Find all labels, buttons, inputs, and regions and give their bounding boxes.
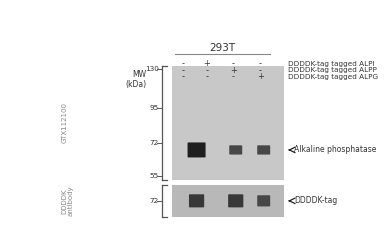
Text: -: - [259,66,262,75]
Text: 72: 72 [149,198,159,204]
Text: MW
(kDa): MW (kDa) [126,70,147,89]
Bar [172,66,284,180]
FancyBboxPatch shape [257,145,270,154]
FancyBboxPatch shape [229,145,242,154]
Text: 72: 72 [149,140,159,146]
Text: DDDDK-tag: DDDDK-tag [294,196,338,205]
Text: -: - [205,72,208,81]
Bar [172,185,284,217]
Text: DDDDK-tag tagged ALPG: DDDDK-tag tagged ALPG [288,74,378,80]
Text: 95: 95 [149,106,159,112]
FancyBboxPatch shape [187,142,206,158]
Text: 293T: 293T [209,43,235,53]
Text: 55: 55 [149,173,159,179]
Text: -: - [182,59,185,68]
Text: DDDDK-tag tagged ALPI: DDDDK-tag tagged ALPI [288,61,375,67]
Text: -: - [182,66,185,75]
Text: -: - [259,59,262,68]
Text: GTX112100: GTX112100 [62,102,67,144]
Text: Alkaline phosphatase: Alkaline phosphatase [294,146,377,154]
FancyBboxPatch shape [257,195,270,206]
Text: +: + [257,72,264,81]
FancyBboxPatch shape [189,194,204,207]
Text: -: - [205,66,208,75]
Text: 130: 130 [145,66,159,72]
Text: -: - [232,59,235,68]
Text: -: - [182,72,185,81]
Text: DDDDK
antibody: DDDDK antibody [61,186,74,216]
Text: DDDDK-tag tagged ALPP: DDDDK-tag tagged ALPP [288,67,377,73]
Text: +: + [203,59,210,68]
Text: +: + [230,66,237,75]
Text: -: - [232,72,235,81]
FancyBboxPatch shape [228,194,243,207]
